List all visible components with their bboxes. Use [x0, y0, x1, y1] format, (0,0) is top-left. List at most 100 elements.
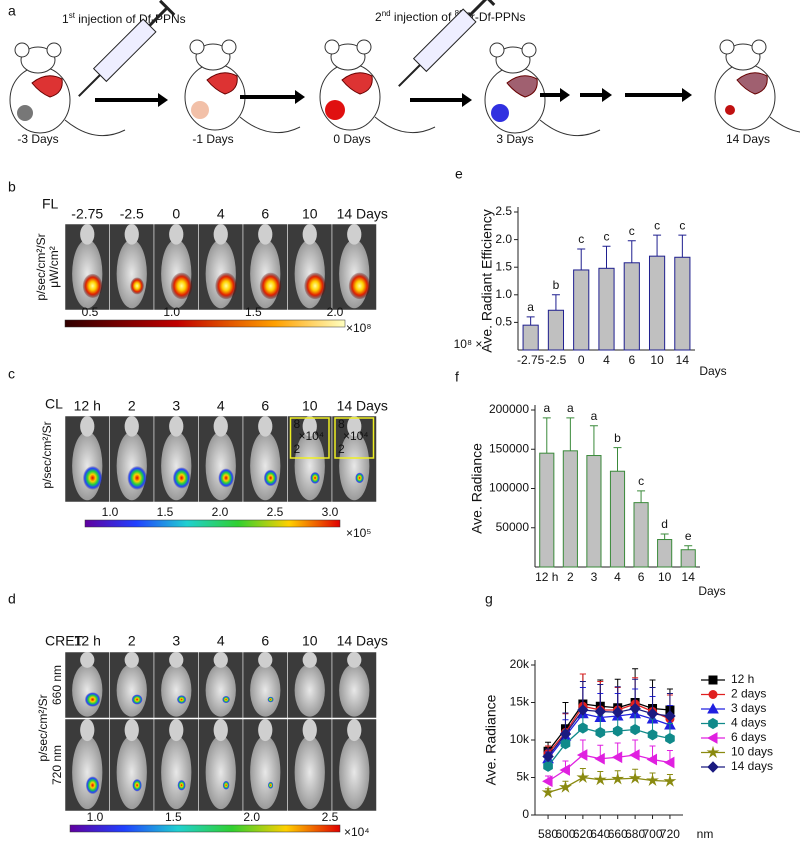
marker [595, 726, 606, 739]
y-tick-label: 15k [510, 695, 530, 709]
mouse-head [169, 224, 184, 245]
mouse-body [161, 735, 192, 810]
mouse-body [116, 663, 147, 717]
mouse-head [302, 224, 317, 245]
mouse-head [124, 416, 139, 437]
mouse-body [161, 239, 192, 309]
bar [623, 262, 640, 351]
signal [84, 692, 101, 707]
text-segment: injection of Df-PPNs [75, 12, 186, 26]
column-label: 10 [302, 206, 318, 222]
panel-label: a [8, 3, 16, 19]
tumor [325, 100, 345, 120]
error-bar [660, 533, 669, 540]
arrow-head [682, 88, 692, 102]
signal [222, 780, 230, 790]
tail [374, 116, 436, 134]
ear [46, 42, 62, 58]
mouse-head [347, 652, 362, 668]
mouse-head [302, 652, 317, 668]
significance-letter: b [614, 431, 621, 445]
x-tick-label: 620 [573, 827, 593, 841]
unit-label: p/sec/cm²/Sr [34, 233, 48, 300]
y-unit-label: 10⁸ × [454, 337, 483, 351]
tail [539, 119, 601, 137]
marker [629, 749, 640, 761]
x-tick-label: 4 [614, 570, 621, 584]
body [9, 66, 71, 134]
legend-marker [708, 675, 718, 685]
unit-label: p/sec/cm²/Sr [40, 421, 54, 488]
x-tick-label: 600 [555, 827, 575, 841]
mouse-cartoon [484, 42, 601, 137]
day-label: 3 Days [496, 132, 533, 146]
head [330, 43, 366, 71]
signal [85, 776, 100, 795]
legend-label: 14 days [731, 759, 773, 773]
error-bar [684, 545, 693, 550]
y-tick-label: 100000 [489, 481, 529, 495]
x-tick-label: -2.5 [546, 353, 567, 367]
column-label: 3 [172, 398, 180, 414]
ear [189, 39, 205, 55]
mouse-head [124, 652, 139, 668]
significance-letter: d [661, 517, 668, 531]
body [714, 63, 776, 131]
signal [304, 272, 326, 300]
mouse-body [205, 431, 236, 501]
signal [82, 273, 103, 298]
tail [769, 116, 800, 133]
mouse-body [116, 239, 147, 309]
x-tick-label: 6 [638, 570, 645, 584]
mouse-head [258, 224, 273, 245]
legend-marker [708, 690, 718, 699]
tail [239, 116, 301, 134]
signal [215, 272, 237, 300]
mouse-head [80, 719, 95, 742]
mouse-head [258, 719, 273, 742]
inset-label: 8 [294, 417, 301, 431]
y-tick-label: 50000 [496, 520, 530, 534]
colorbar-label: 1.5 [157, 505, 174, 519]
mouse-head [213, 416, 228, 437]
bar [633, 502, 649, 568]
mouse-head [80, 224, 95, 245]
mode-label: CL [45, 396, 63, 412]
mouse-head [169, 719, 184, 742]
bar [547, 309, 565, 351]
mouse-head [169, 416, 184, 437]
legend-marker [707, 761, 719, 773]
mouse-body [250, 239, 281, 309]
ear [14, 42, 30, 58]
mouse-body [116, 735, 147, 810]
signal [259, 272, 282, 300]
error-bar [526, 316, 535, 326]
marker [646, 753, 658, 766]
mouse-body [339, 239, 370, 309]
panel-label: g [485, 591, 493, 607]
ear [521, 42, 537, 58]
marker [611, 706, 624, 718]
panel-label: b [8, 179, 16, 195]
column-label: 4 [217, 398, 225, 414]
signal [132, 778, 142, 792]
marker [576, 770, 590, 783]
mouse-body [339, 663, 370, 717]
mouse-cartoon [9, 42, 126, 137]
significance-letter: c [604, 229, 610, 243]
x-tick-label: 4 [603, 353, 610, 367]
legend-marker [708, 717, 718, 730]
day-label: 0 Days [333, 132, 370, 146]
marker [665, 732, 675, 745]
inset-label: 8 [338, 417, 345, 431]
mouse-head [213, 224, 228, 245]
significance-letter: e [685, 529, 692, 543]
column-label: 6 [261, 206, 269, 222]
legend-label: 10 days [731, 745, 773, 759]
legend-label: 3 days [731, 701, 766, 715]
column-label: 10 [302, 633, 318, 649]
marker [594, 705, 607, 718]
body [184, 63, 246, 131]
error-bar [542, 417, 551, 454]
tumor [491, 104, 509, 122]
